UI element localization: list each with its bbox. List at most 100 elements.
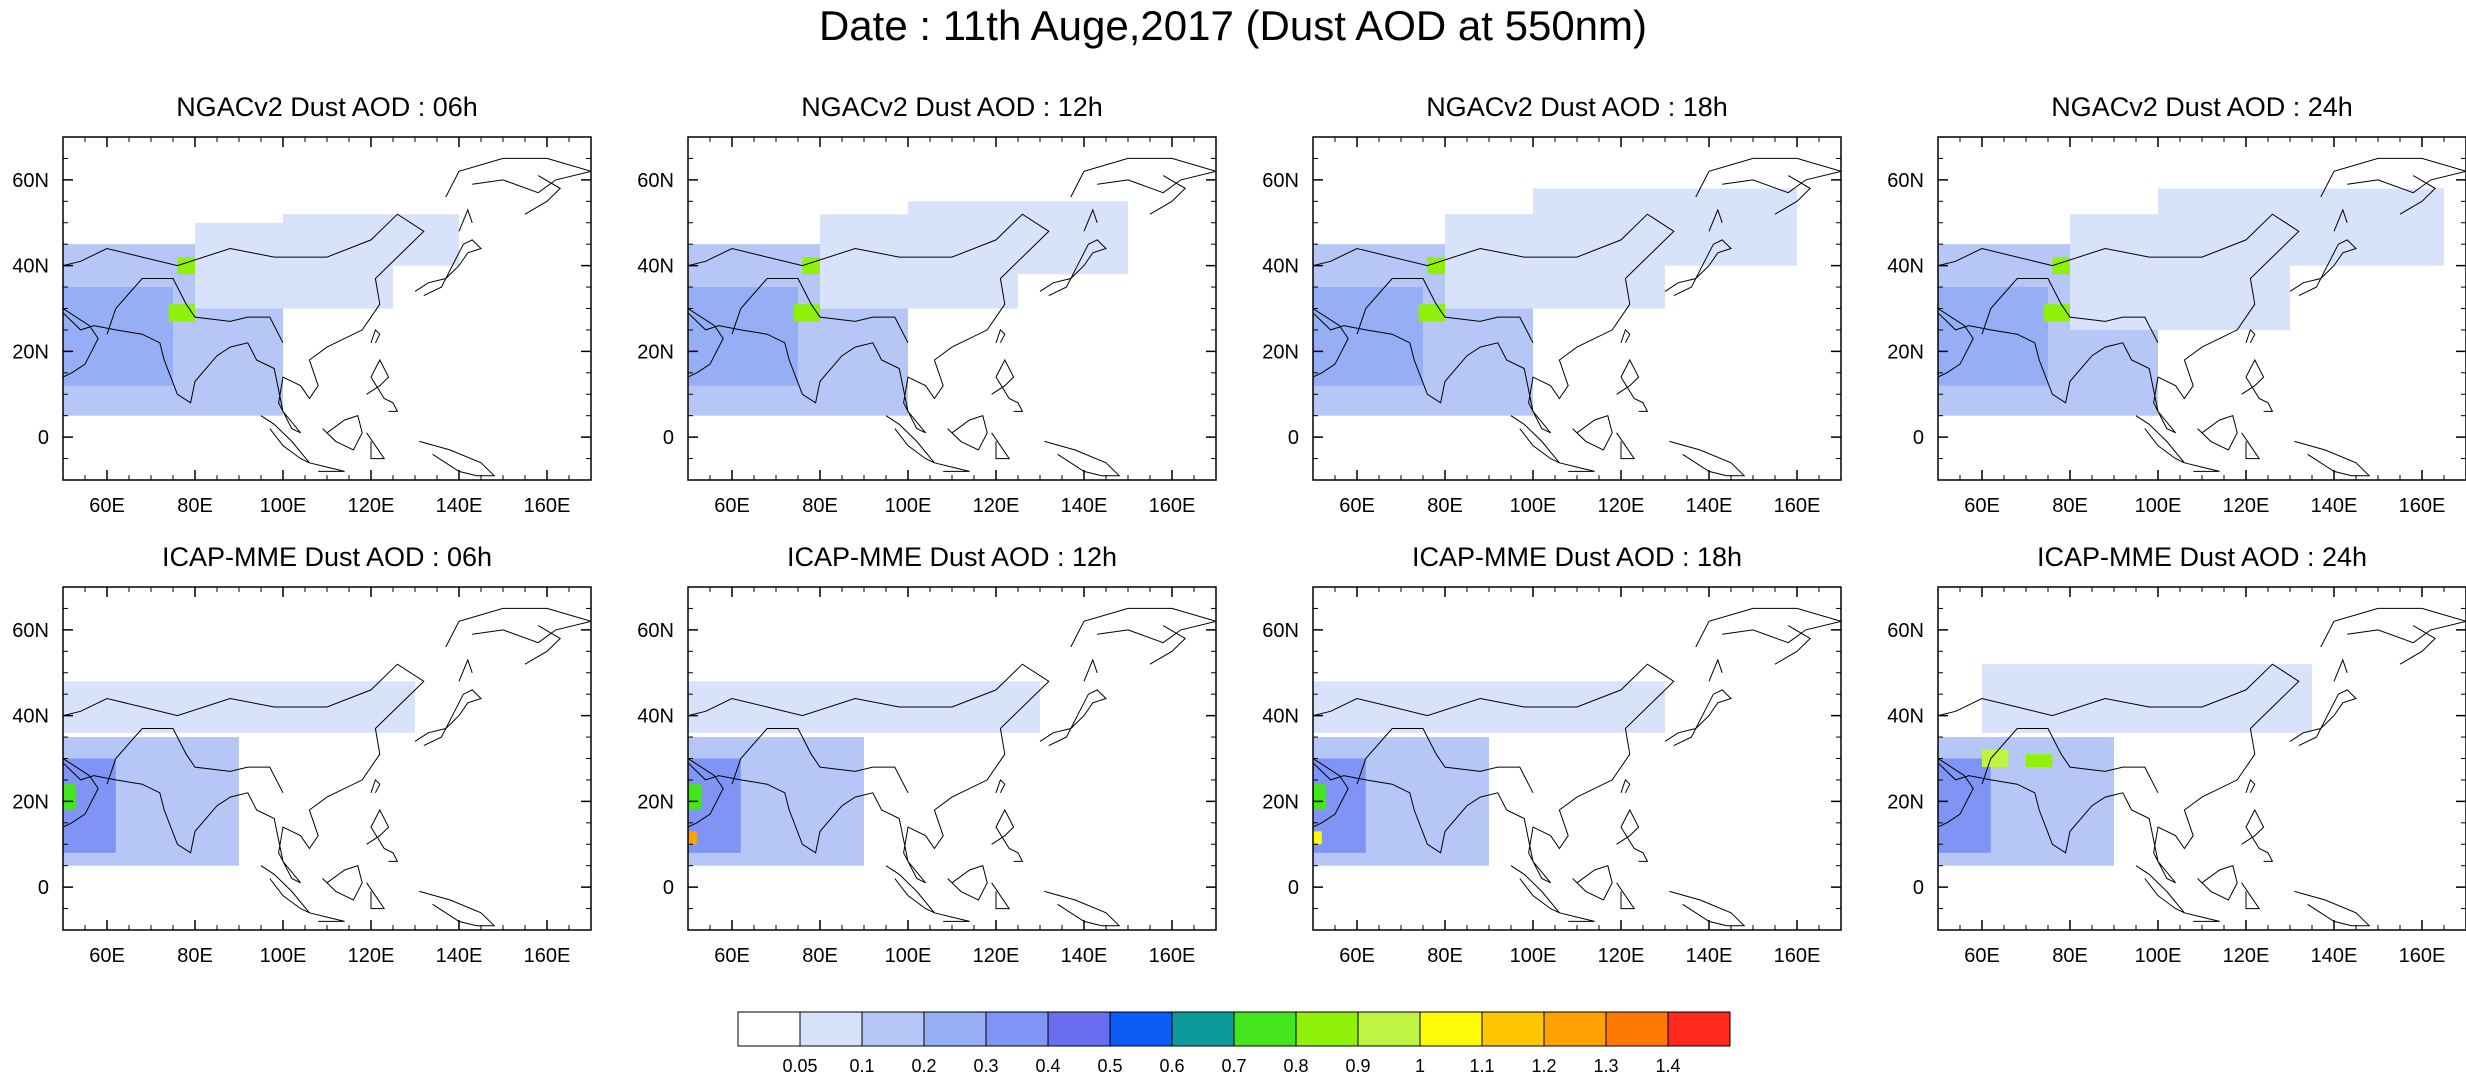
coastline-segment	[1938, 663, 2300, 884]
coastline-segment	[2320, 607, 2466, 648]
coastline-segment	[995, 328, 1006, 344]
coastline-segment	[1149, 175, 1187, 215]
colorbar-label: 0.4	[1035, 1056, 1061, 1076]
coastline-segment	[309, 912, 345, 922]
colorbar-label: 0.8	[1283, 1056, 1309, 1076]
colorbar-label: 0.9	[1345, 1056, 1371, 1076]
lon-tick-label: 60E	[1339, 945, 1375, 967]
lat-tick-label: 40N	[637, 706, 674, 728]
coastline-segment	[1313, 213, 1675, 434]
coastline-segment	[309, 462, 345, 472]
lat-tick-label: 20N	[1262, 791, 1299, 813]
lon-tick-label: 160E	[1774, 945, 1821, 967]
aod-field	[63, 214, 459, 416]
lat-tick-label: 60N	[637, 620, 674, 642]
colorbar-swatch	[1047, 1011, 1111, 1047]
coastline-segment	[2333, 658, 2348, 682]
coastline-segment	[2241, 358, 2274, 412]
coastline	[63, 587, 591, 930]
lat-tick-label: 40N	[12, 706, 49, 728]
coastline-segment	[1981, 728, 2159, 794]
panel-title: NGACv2 Dust AOD : 06h	[176, 92, 478, 122]
lon-tick-label: 120E	[1598, 495, 1645, 517]
lon-tick-label: 120E	[1598, 945, 1645, 967]
lat-tick-label: 40N	[637, 256, 674, 278]
colorbar-label: 0.7	[1221, 1056, 1247, 1076]
aod-field	[1313, 681, 1665, 866]
coastline-segment	[458, 208, 473, 232]
lon-tick-label: 160E	[1774, 495, 1821, 517]
colorbar-swatch	[1295, 1011, 1359, 1047]
aod-field	[1938, 188, 2444, 416]
coastline	[1938, 137, 2466, 480]
lon-tick-label: 160E	[524, 945, 571, 967]
lon-tick-label: 120E	[348, 495, 395, 517]
coastline-segment	[1708, 208, 1723, 232]
aod-cell	[1418, 304, 1445, 322]
lon-tick-label: 140E	[1061, 945, 1108, 967]
coastline-segment	[934, 912, 970, 922]
panel-title: ICAP-MME Dust AOD : 12h	[786, 542, 1118, 572]
lon-tick-label: 160E	[1149, 495, 1196, 517]
coastline-segment	[1083, 208, 1098, 232]
lon-tick-label: 140E	[436, 495, 483, 517]
lon-tick-label: 140E	[2311, 945, 2358, 967]
lon-tick-label: 140E	[1686, 945, 1733, 967]
coastline-segment	[2241, 882, 2261, 910]
coastline-segment	[1774, 175, 1812, 215]
map-panel: 60E 80E 100E 120E 140E 160E 0 20N 40N 60N	[637, 136, 1217, 517]
coastline-segment	[1313, 663, 1675, 884]
aod-field	[688, 201, 1128, 416]
coastline-segment	[1559, 462, 1595, 472]
lat-tick-label: 60N	[1262, 170, 1299, 192]
lon-tick-label: 80E	[2052, 495, 2088, 517]
coastline-segment	[106, 728, 284, 794]
lat-tick-label: 0	[1913, 427, 1924, 449]
coastline-segment	[1039, 689, 1107, 747]
lat-tick-label: 40N	[1262, 706, 1299, 728]
coastline-segment	[1616, 808, 1649, 862]
lon-tick-label: 60E	[89, 945, 125, 967]
lon-tick-label: 160E	[524, 495, 571, 517]
aod-field	[63, 681, 415, 866]
lat-tick-label: 40N	[1262, 256, 1299, 278]
coastline-segment	[731, 728, 909, 794]
lat-tick-label: 0	[1913, 877, 1924, 899]
aod-cell	[688, 681, 1040, 733]
colorbar-swatch	[1109, 1011, 1173, 1047]
coastline-segment	[366, 358, 399, 412]
lat-tick-label: 0	[1288, 877, 1299, 899]
aod-cell	[1313, 784, 1327, 810]
aod-cell	[168, 304, 195, 322]
lat-tick-label: 20N	[1262, 341, 1299, 363]
coastline	[688, 587, 1216, 930]
coastline-segment	[1938, 308, 1974, 378]
aod-cell	[1313, 287, 1423, 386]
lat-tick-label: 60N	[1262, 620, 1299, 642]
coastline-segment	[1070, 607, 1216, 648]
colorbar-label: 1.3	[1593, 1056, 1619, 1076]
colorbar-label: 0.2	[911, 1056, 937, 1076]
lon-tick-label: 60E	[1964, 945, 2000, 967]
lat-tick-label: 0	[38, 427, 49, 449]
lat-tick-label: 20N	[1887, 341, 1924, 363]
aod-cell	[1982, 749, 2009, 768]
lon-tick-label: 160E	[2399, 495, 2446, 517]
coastline-segment	[2245, 328, 2256, 344]
colorbar-label: 1.1	[1469, 1056, 1495, 1076]
map-panel: 60E 80E 100E 120E 140E 160E 0 20N 40N 60N	[1887, 136, 2466, 517]
coastline-segment	[1774, 625, 1812, 665]
colorbar-swatch	[1419, 1011, 1483, 1047]
aod-cell	[2158, 188, 2444, 266]
panel-title: NGACv2 Dust AOD : 12h	[801, 92, 1103, 122]
aod-field	[688, 681, 1040, 866]
lon-tick-label: 120E	[973, 495, 1020, 517]
coastline-segment	[445, 157, 591, 198]
map-panel: 60E 80E 100E 120E 140E 160E 0 20N 40N 60N	[1262, 136, 1842, 517]
lon-tick-label: 120E	[2223, 495, 2270, 517]
lat-tick-label: 0	[663, 877, 674, 899]
lon-tick-label: 100E	[1510, 495, 1557, 517]
coastline-segment	[2241, 808, 2274, 862]
aod-field	[1313, 188, 1797, 416]
